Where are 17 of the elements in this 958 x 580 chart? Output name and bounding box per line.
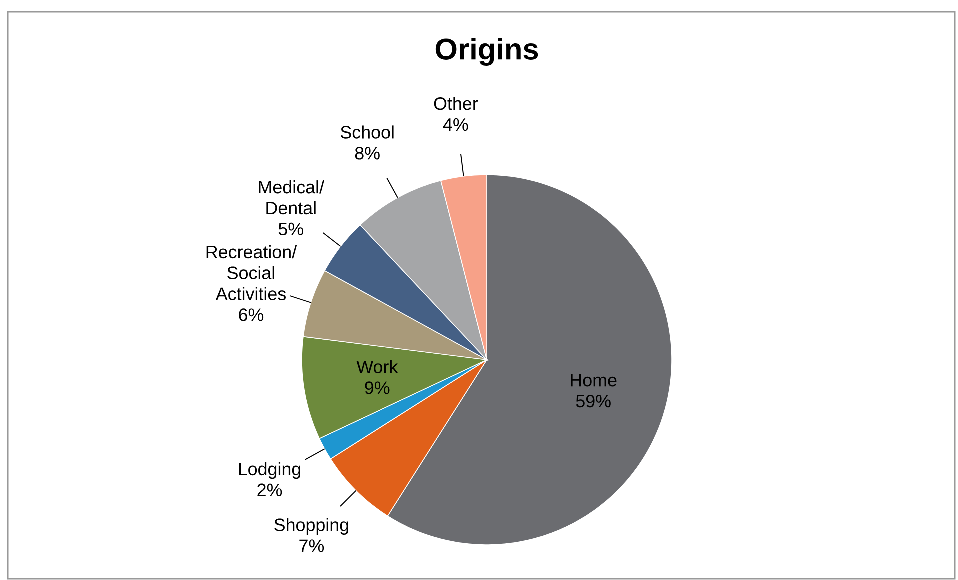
data-label: 2%: [258, 484, 282, 496]
slice-label: Recreation/ Social Activities: [206, 245, 298, 300]
data-label: 6%: [239, 308, 264, 322]
slice-label: Home: [571, 374, 617, 387]
data-label: 5%: [278, 222, 304, 236]
slice-label: Work: [356, 360, 398, 374]
slice-label: Shopping: [274, 518, 348, 535]
slice-label: School: [340, 126, 394, 139]
data-label: 7%: [300, 540, 324, 552]
slice-label: Other: [434, 97, 478, 110]
data-label: 59%: [576, 394, 611, 408]
chart-title: Origins: [436, 38, 538, 66]
slice-label: Medical/ Dental: [259, 180, 325, 215]
data-label: 9%: [365, 382, 390, 394]
data-label: 8%: [355, 147, 380, 160]
data-label: 4%: [443, 118, 468, 132]
slice-label: Lodging: [239, 462, 301, 480]
